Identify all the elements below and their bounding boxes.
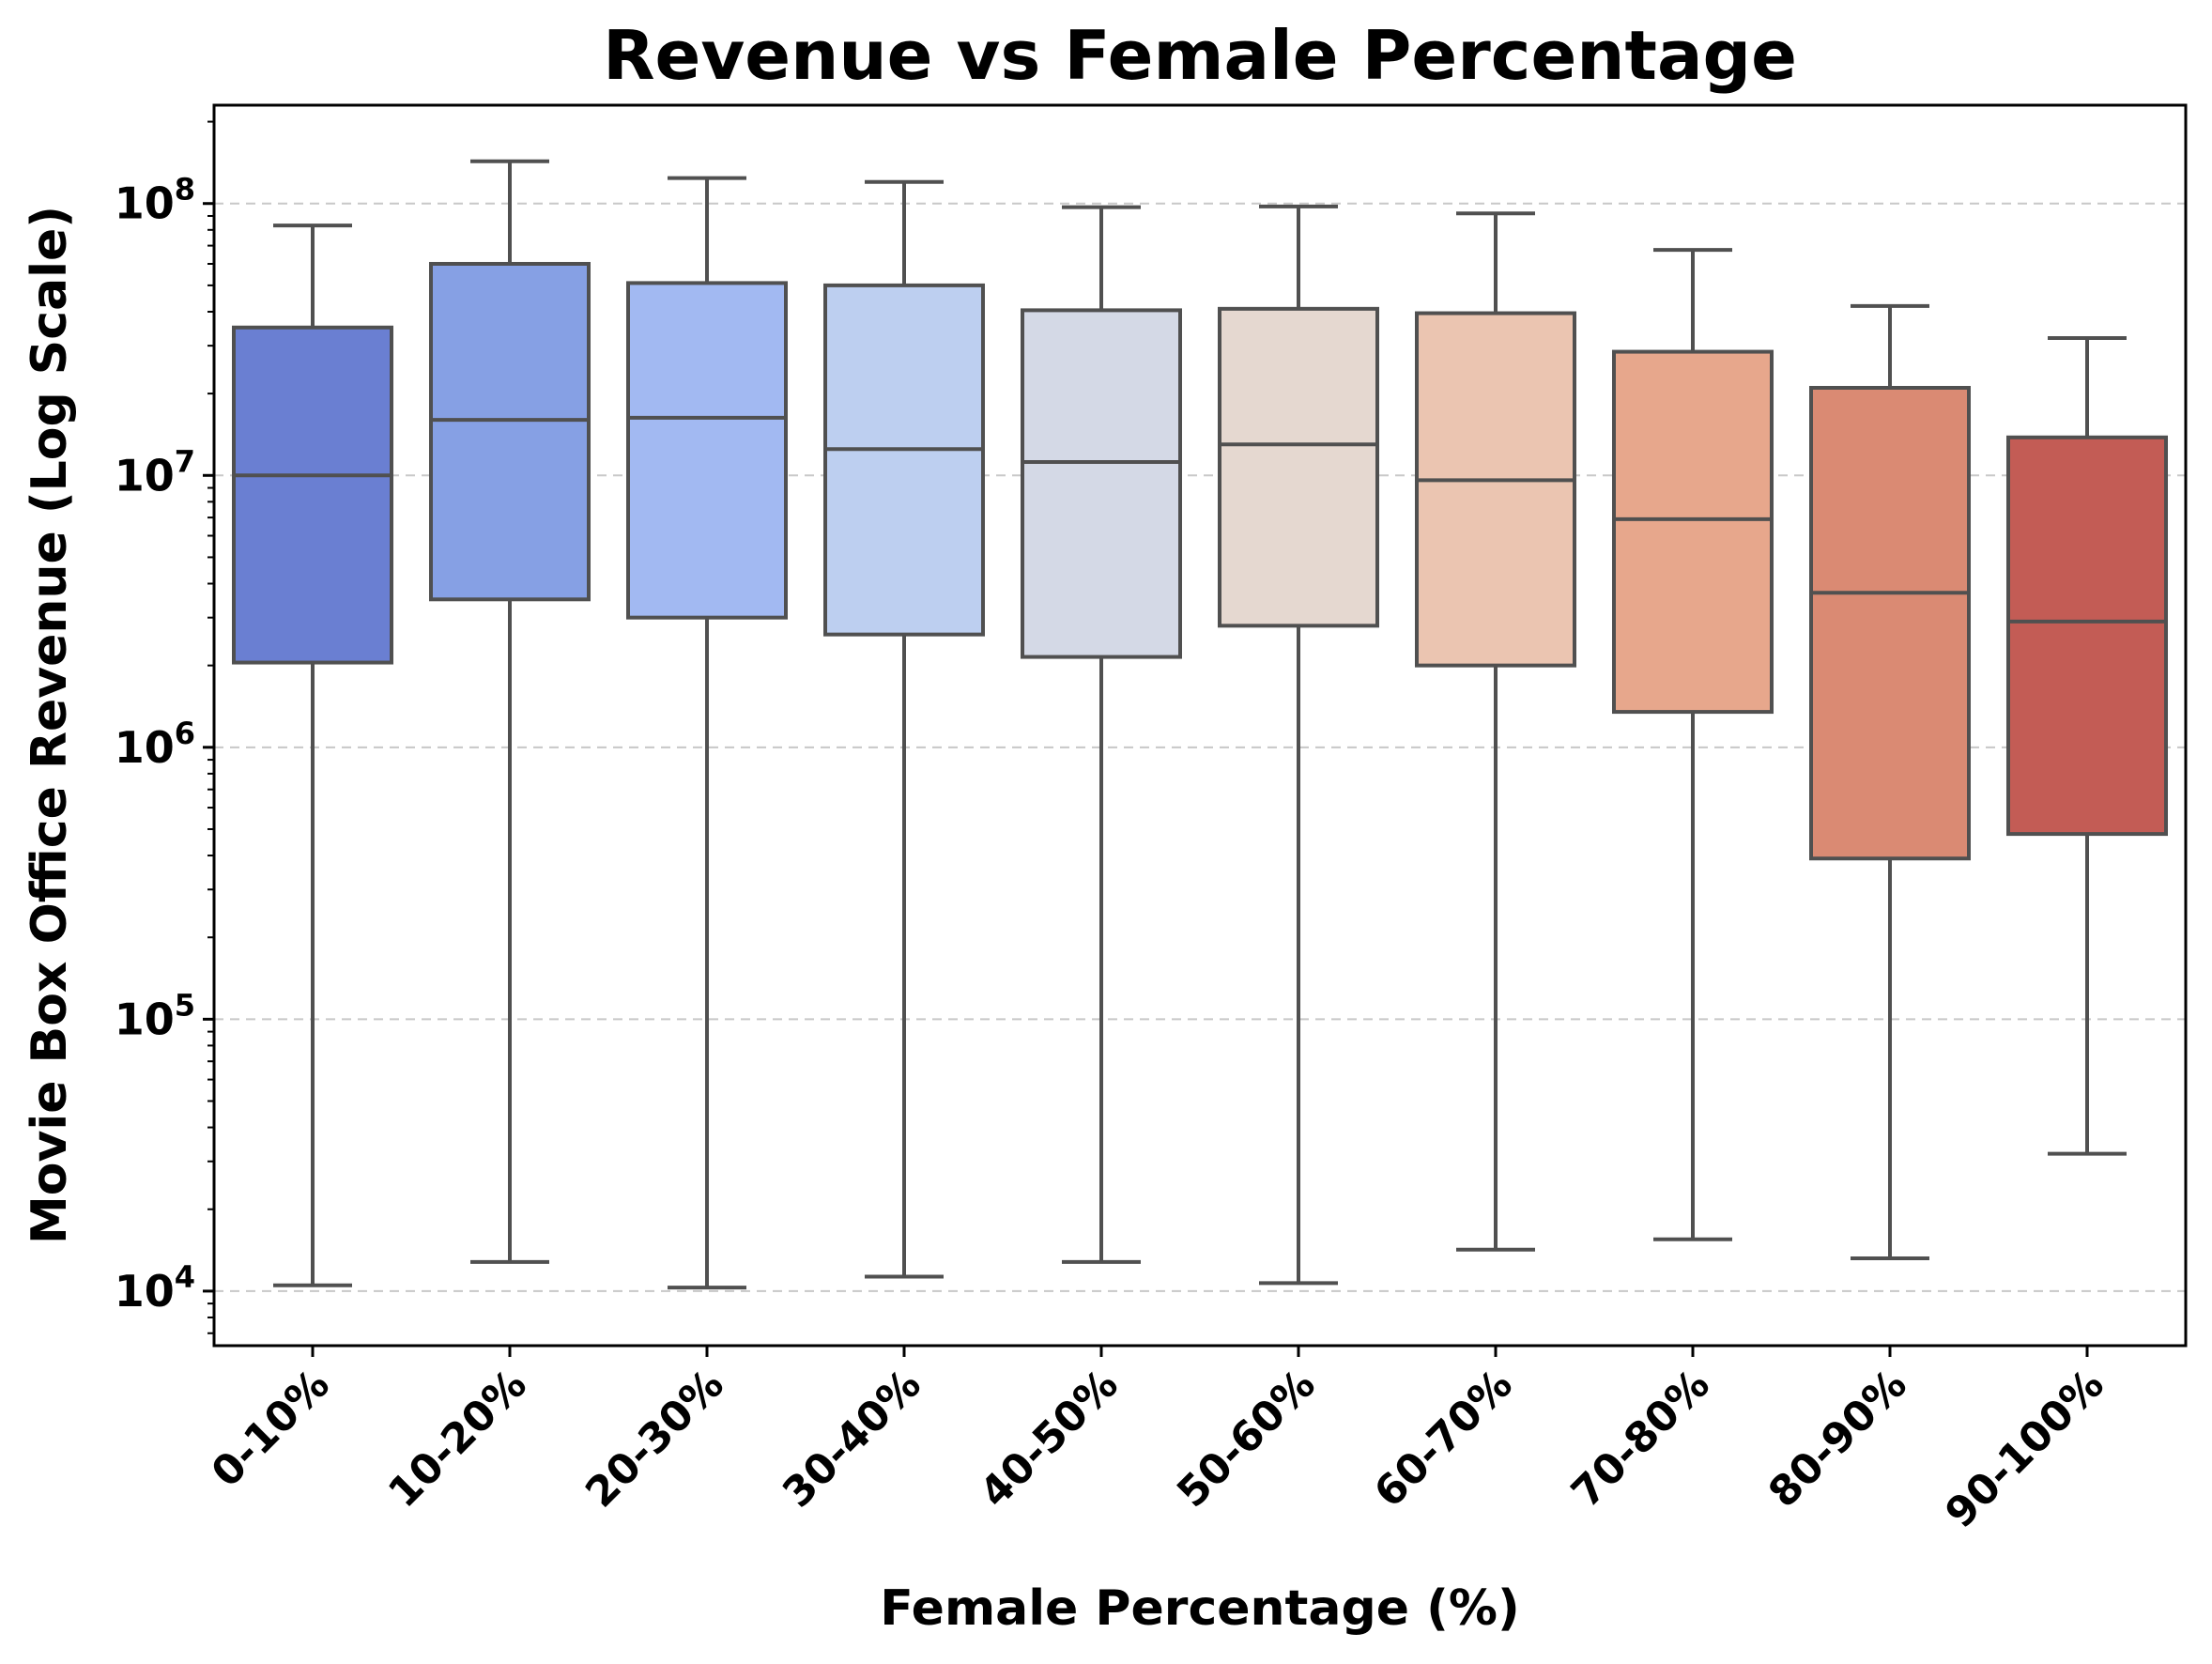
x-axis: 0-10% 10-20% 20-30% 30-40% 40-50% 50-60% 60-70… <box>203 1346 2113 1537</box>
plot-frame <box>212 103 2188 1348</box>
box-iqr <box>1415 311 1576 668</box>
x-tick-label-0: 0-10% <box>203 1361 339 1497</box>
y-tick-label-0: 104 <box>115 1259 195 1317</box>
box-90-100% <box>2006 336 2168 1156</box>
y-tick-base-2: 10 <box>115 722 175 773</box>
y-tick-exp-4: 8 <box>175 172 195 208</box>
box-iqr <box>1809 385 1971 861</box>
box-iqr <box>2006 435 2168 837</box>
x-tick-label-3: 30-40% <box>774 1361 930 1518</box>
y-tick-base-1: 10 <box>115 994 175 1044</box>
box-iqr <box>626 281 788 620</box>
box-60-70% <box>1415 211 1576 1252</box>
chart-title: Revenue vs Female Percentage <box>603 16 1797 95</box>
boxes <box>232 159 2168 1290</box>
box-80-90% <box>1809 303 1971 1260</box>
y-tick-exp-0: 4 <box>175 1259 195 1295</box>
y-tick-label-4: 108 <box>115 172 195 229</box>
box-30-40% <box>823 179 985 1279</box>
x-tick-label-9: 90-100% <box>1936 1361 2112 1537</box>
x-tick-label-4: 40-50% <box>971 1361 1128 1518</box>
x-tick-label-2: 20-30% <box>576 1361 733 1518</box>
y-tick-label-1: 105 <box>115 987 195 1044</box>
y-tick-label-3: 107 <box>115 443 195 501</box>
x-tick-label-5: 50-60% <box>1168 1361 1325 1518</box>
box-0-10% <box>232 223 393 1287</box>
y-tick-exp-1: 5 <box>175 987 195 1023</box>
x-tick-label-1: 10-20% <box>379 1361 536 1518</box>
box-40-50% <box>1021 205 1182 1264</box>
x-tick-label-7: 70-80% <box>1562 1361 1719 1518</box>
y-tick-base-0: 10 <box>115 1266 175 1317</box>
box-iqr <box>1021 308 1182 659</box>
box-iqr <box>823 283 985 637</box>
box-50-60% <box>1218 204 1379 1286</box>
y-tick-base-4: 10 <box>115 178 175 229</box>
x-tick-label-6: 60-70% <box>1365 1361 1522 1518</box>
y-tick-label-2: 106 <box>115 716 195 773</box>
y-tick-exp-3: 7 <box>175 443 195 479</box>
box-iqr <box>232 325 393 665</box>
box-iqr <box>1218 306 1379 628</box>
x-axis-label: Female Percentage (%) <box>880 1580 1519 1637</box>
y-axis-label: Movie Box Office Revenue (Log Scale) <box>22 206 78 1244</box>
box-10-20% <box>429 159 591 1264</box>
box-iqr <box>1612 349 1774 715</box>
y-tick-exp-2: 6 <box>175 716 195 751</box>
box-70-80% <box>1612 248 1774 1241</box>
box-iqr <box>429 261 591 602</box>
box-20-30% <box>626 176 788 1290</box>
x-tick-label-8: 80-90% <box>1759 1361 1916 1518</box>
y-tick-base-3: 10 <box>115 450 175 501</box>
